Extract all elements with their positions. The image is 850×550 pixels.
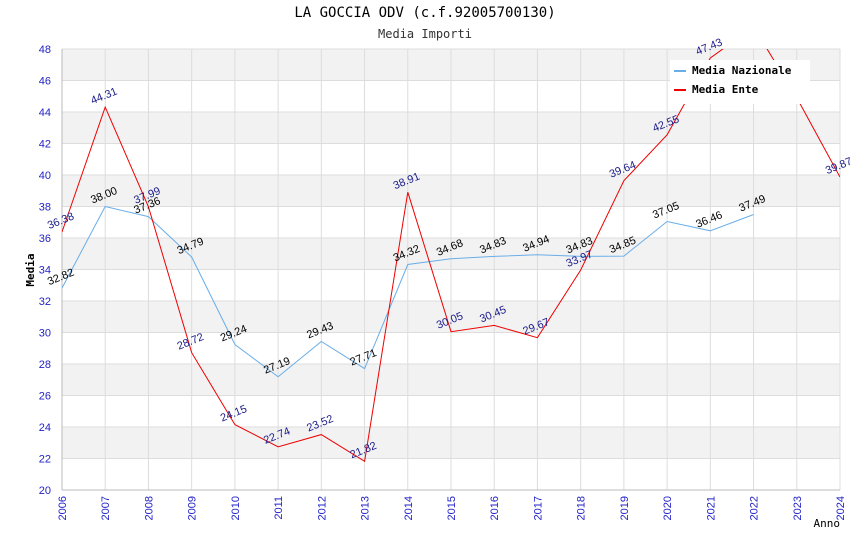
legend-label-media-ente: Media Ente	[692, 83, 759, 96]
x-tick-label: 2007	[100, 496, 112, 520]
series-line-media-nazionale	[62, 205, 754, 378]
x-tick-label: 2016	[489, 496, 501, 520]
x-tick-label: 2008	[143, 496, 155, 520]
y-tick-label: 26	[39, 391, 51, 403]
x-tick-label: 2020	[662, 496, 674, 520]
x-tick-label: 2009	[187, 496, 199, 520]
x-tick-label: 2021	[705, 496, 717, 520]
x-tick-label: 2015	[446, 496, 458, 520]
y-tick-label: 40	[39, 170, 51, 182]
y-tick-label: 34	[39, 265, 51, 277]
y-tick-label: 24	[39, 422, 51, 434]
y-tick-label: 22	[39, 454, 51, 466]
y-tick-label: 30	[39, 328, 51, 340]
y-tick-label: 42	[39, 139, 51, 151]
y-tick-label: 28	[39, 359, 51, 371]
y-tick-label: 48	[39, 44, 51, 56]
y-tick-label: 20	[39, 485, 51, 497]
x-tick-label: 2022	[749, 496, 761, 520]
x-tick-label: 2018	[576, 496, 588, 520]
x-tick-label: 2011	[273, 496, 285, 520]
x-tick-label: 2010	[230, 496, 242, 520]
x-tick-label: 2012	[316, 496, 328, 520]
y-tick-label: 46	[39, 76, 51, 88]
legend-item-media-ente: Media Ente	[674, 82, 758, 98]
y-tick-label: 38	[39, 202, 51, 214]
x-tick-label: 2023	[792, 496, 804, 520]
legend-item-media-nazionale: Media Nazionale	[674, 63, 791, 79]
x-tick-label: 2014	[403, 496, 415, 520]
chart-legend: Media Nazionale Media Ente	[670, 60, 810, 104]
x-tick-label: 2006	[57, 496, 69, 520]
x-tick-label: 2019	[619, 496, 631, 520]
x-axis-title: Anno	[814, 517, 841, 530]
legend-swatch-media-nazionale	[674, 70, 686, 72]
x-tick-label: 2024	[835, 496, 847, 520]
chart-subtitle: Media Importi	[378, 27, 472, 41]
x-tick-label: 2013	[360, 496, 372, 520]
y-tick-label: 44	[39, 107, 51, 119]
y-tick-label: 32	[39, 296, 51, 308]
series-line-media-ente	[62, 49, 840, 463]
chart-title: LA GOCCIA ODV (c.f.92005700130)	[294, 5, 556, 21]
x-tick-label: 2017	[532, 496, 544, 520]
legend-swatch-media-ente	[674, 89, 686, 91]
y-axis-title: Media	[24, 253, 37, 286]
y-tick-label: 36	[39, 233, 51, 245]
legend-label-media-nazionale: Media Nazionale	[692, 64, 792, 77]
